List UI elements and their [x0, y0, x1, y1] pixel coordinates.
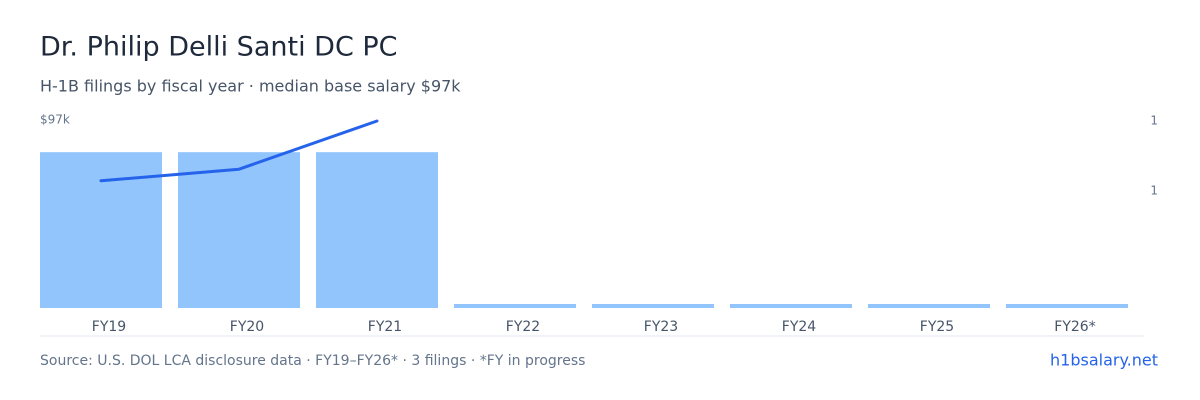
y-tick-label: $97k [40, 113, 70, 127]
x-tick-label: FY21 [368, 319, 402, 335]
bar [592, 304, 714, 308]
bar [868, 304, 990, 308]
bar [454, 304, 576, 308]
salary-line [99, 119, 379, 183]
x-tick-label: FY25 [920, 319, 954, 335]
y2-tick-label: 1 [1150, 184, 1158, 198]
x-tick-label: FY26* [1054, 319, 1095, 335]
source-note: Source: U.S. DOL LCA disclosure data · F… [40, 353, 585, 369]
x-tick-label: FY23 [644, 319, 678, 335]
bar [40, 152, 162, 308]
chart-subtitle: H-1B filings by fiscal year · median bas… [40, 77, 461, 96]
chart-title: Dr. Philip Delli Santi DC PC [40, 32, 398, 63]
bar [1006, 304, 1128, 308]
brand-link[interactable]: h1bsalary.net [1050, 351, 1158, 370]
x-tick-label: FY22 [506, 319, 540, 335]
x-tick-label: FY24 [782, 319, 817, 335]
x-tick-label: FY20 [230, 319, 264, 335]
bar [178, 152, 300, 308]
x-tick-label: FY19 [92, 319, 126, 335]
bar [730, 304, 852, 308]
bar [316, 152, 438, 308]
y2-tick-label: 1 [1150, 114, 1158, 128]
